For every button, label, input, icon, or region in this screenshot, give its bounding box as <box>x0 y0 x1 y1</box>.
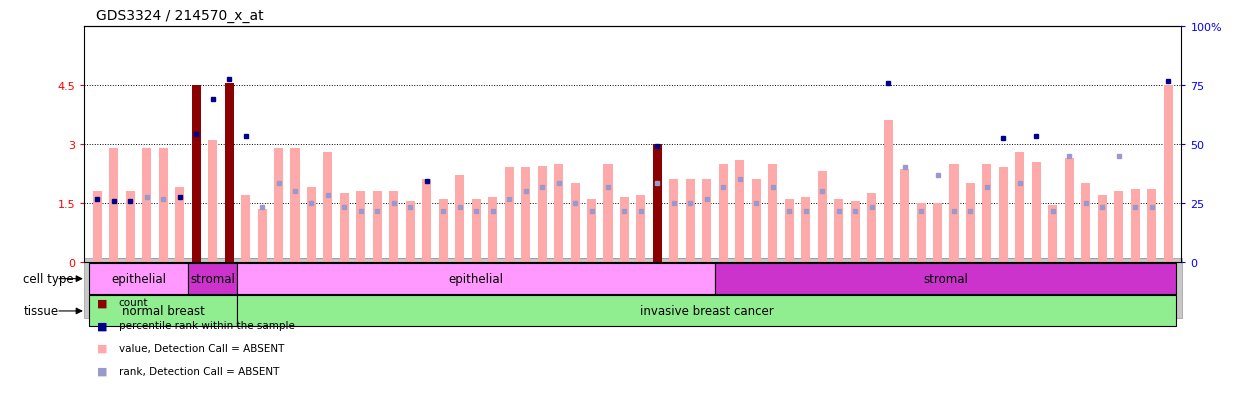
Bar <box>554 164 563 262</box>
Bar <box>768 164 777 262</box>
Text: rank, Detection Call = ABSENT: rank, Detection Call = ABSENT <box>119 366 280 376</box>
Bar <box>901 170 909 262</box>
Bar <box>1081 184 1090 262</box>
Bar <box>966 184 975 262</box>
Bar <box>238 263 715 294</box>
Bar <box>620 197 630 262</box>
Text: epithelial: epithelial <box>111 273 166 285</box>
Bar <box>439 199 448 262</box>
Bar <box>933 203 943 262</box>
Bar <box>307 188 315 262</box>
Bar <box>1065 158 1074 262</box>
Text: invasive breast cancer: invasive breast cancer <box>640 305 773 318</box>
Text: ■: ■ <box>96 366 106 376</box>
Bar <box>257 209 267 262</box>
Bar <box>818 172 826 262</box>
Bar <box>950 164 959 262</box>
Bar <box>323 152 333 262</box>
Bar <box>653 145 662 262</box>
Bar <box>489 197 497 262</box>
Bar <box>636 196 646 262</box>
Bar <box>176 188 184 262</box>
Text: stromal: stromal <box>923 273 969 285</box>
Bar <box>735 160 745 262</box>
Bar <box>669 180 678 262</box>
Bar <box>390 192 398 262</box>
Text: percentile rank within the sample: percentile rank within the sample <box>119 320 294 330</box>
Bar <box>538 166 547 262</box>
Bar <box>406 202 414 262</box>
Bar <box>238 296 1176 327</box>
Bar <box>1147 190 1157 262</box>
Text: normal breast: normal breast <box>121 305 204 318</box>
Text: ■: ■ <box>96 320 106 330</box>
Text: ■: ■ <box>96 343 106 353</box>
Bar <box>1115 192 1123 262</box>
Text: stromal: stromal <box>190 273 235 285</box>
Bar <box>1131 190 1139 262</box>
Bar <box>1048 205 1058 262</box>
Bar <box>241 196 250 262</box>
Bar <box>719 164 727 262</box>
Bar <box>867 194 876 262</box>
Bar <box>1032 162 1040 262</box>
Bar <box>802 197 810 262</box>
Text: tissue: tissue <box>24 305 58 318</box>
Bar <box>570 184 580 262</box>
Bar <box>471 199 481 262</box>
Bar <box>455 176 464 262</box>
Bar <box>372 192 382 262</box>
Bar <box>142 148 151 262</box>
Bar <box>834 199 844 262</box>
Bar <box>505 168 513 262</box>
Bar <box>422 180 432 262</box>
Bar <box>208 140 218 262</box>
Bar <box>1164 86 1173 262</box>
Bar <box>93 192 101 262</box>
Bar <box>752 180 761 262</box>
Bar <box>356 192 365 262</box>
Bar <box>158 148 168 262</box>
Bar <box>225 84 234 262</box>
Text: count: count <box>119 298 148 308</box>
Bar <box>982 164 992 262</box>
Text: ■: ■ <box>96 298 106 308</box>
Bar <box>703 180 711 262</box>
Bar <box>340 194 349 262</box>
Text: value, Detection Call = ABSENT: value, Detection Call = ABSENT <box>119 343 285 353</box>
Bar <box>291 148 299 262</box>
Bar <box>784 199 794 262</box>
Bar <box>685 180 695 262</box>
Bar <box>89 296 238 327</box>
Bar <box>851 202 860 262</box>
Bar <box>109 148 119 262</box>
Bar <box>998 168 1008 262</box>
Bar <box>588 199 596 262</box>
Text: cell type: cell type <box>24 273 74 285</box>
Bar <box>715 263 1176 294</box>
Bar <box>188 263 238 294</box>
Bar <box>521 168 531 262</box>
Bar <box>883 121 893 262</box>
Text: epithelial: epithelial <box>449 273 503 285</box>
Text: GDS3324 / 214570_x_at: GDS3324 / 214570_x_at <box>96 9 265 23</box>
Bar <box>1016 152 1024 262</box>
Bar <box>192 86 200 262</box>
Bar <box>917 203 925 262</box>
Bar <box>604 164 612 262</box>
Bar <box>1097 196 1107 262</box>
Bar <box>126 192 135 262</box>
Bar <box>273 148 283 262</box>
Bar <box>89 263 188 294</box>
